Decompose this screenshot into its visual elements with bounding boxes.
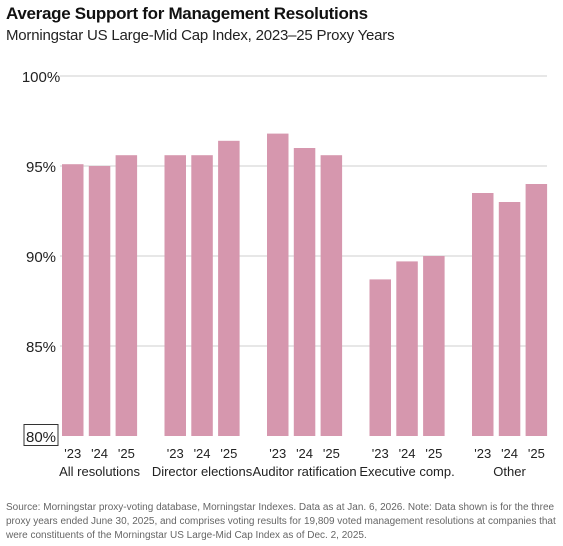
x-tick-label: '25 bbox=[528, 446, 545, 461]
bar bbox=[88, 166, 111, 436]
x-tick-label: '25 bbox=[323, 446, 340, 461]
y-tick-label: 85% bbox=[26, 339, 56, 356]
y-tick-label: 100% bbox=[22, 69, 60, 86]
bar-chart: 80% 85% 90% 95% 100% '23 '24 '25 All resolutions… bbox=[22, 69, 548, 479]
x-tick-label: '25 bbox=[220, 446, 237, 461]
bar bbox=[191, 155, 213, 436]
bar bbox=[396, 261, 418, 436]
bar bbox=[164, 155, 186, 436]
bar bbox=[423, 256, 445, 436]
bar bbox=[498, 202, 521, 436]
y-tick-label: 90% bbox=[26, 249, 56, 266]
bar bbox=[472, 193, 494, 436]
bar bbox=[115, 155, 138, 436]
group-label: Other bbox=[493, 464, 526, 479]
x-tick-label: '23 bbox=[372, 446, 389, 461]
chart-subtitle: Morningstar US Large-Mid Cap Index, 2023… bbox=[6, 27, 395, 44]
group-label: Director elections bbox=[152, 464, 253, 479]
x-tick-label: '24 bbox=[296, 446, 313, 461]
bar bbox=[293, 148, 316, 436]
x-tick-label: '23 bbox=[474, 446, 491, 461]
bar bbox=[525, 184, 548, 436]
y-tick-label: 95% bbox=[26, 159, 56, 176]
x-tick-label: '23 bbox=[269, 446, 286, 461]
x-tick-label: '24 bbox=[501, 446, 518, 461]
bar bbox=[267, 133, 289, 436]
x-tick-label: '25 bbox=[118, 446, 135, 461]
bar bbox=[320, 155, 343, 436]
bar bbox=[369, 279, 391, 436]
group-label: Auditor ratification bbox=[253, 464, 357, 479]
source-note: Source: Morningstar proxy-voting databas… bbox=[6, 502, 556, 541]
x-tick-label: '24 bbox=[399, 446, 416, 461]
bar bbox=[218, 140, 240, 437]
group-label: Executive comp. bbox=[359, 464, 454, 479]
y-axis-min-box bbox=[23, 424, 59, 446]
group-label: All resolutions bbox=[59, 464, 140, 479]
x-tick-label: '25 bbox=[425, 446, 442, 461]
chart-title: Average Support for Management Resolutio… bbox=[6, 4, 368, 23]
x-tick-label: '24 bbox=[194, 446, 211, 461]
x-tick-label: '23 bbox=[167, 446, 184, 461]
bar bbox=[62, 164, 84, 436]
y-tick-label: 80% bbox=[26, 429, 56, 446]
x-tick-label: '23 bbox=[64, 446, 81, 461]
x-tick-label: '24 bbox=[91, 446, 108, 461]
